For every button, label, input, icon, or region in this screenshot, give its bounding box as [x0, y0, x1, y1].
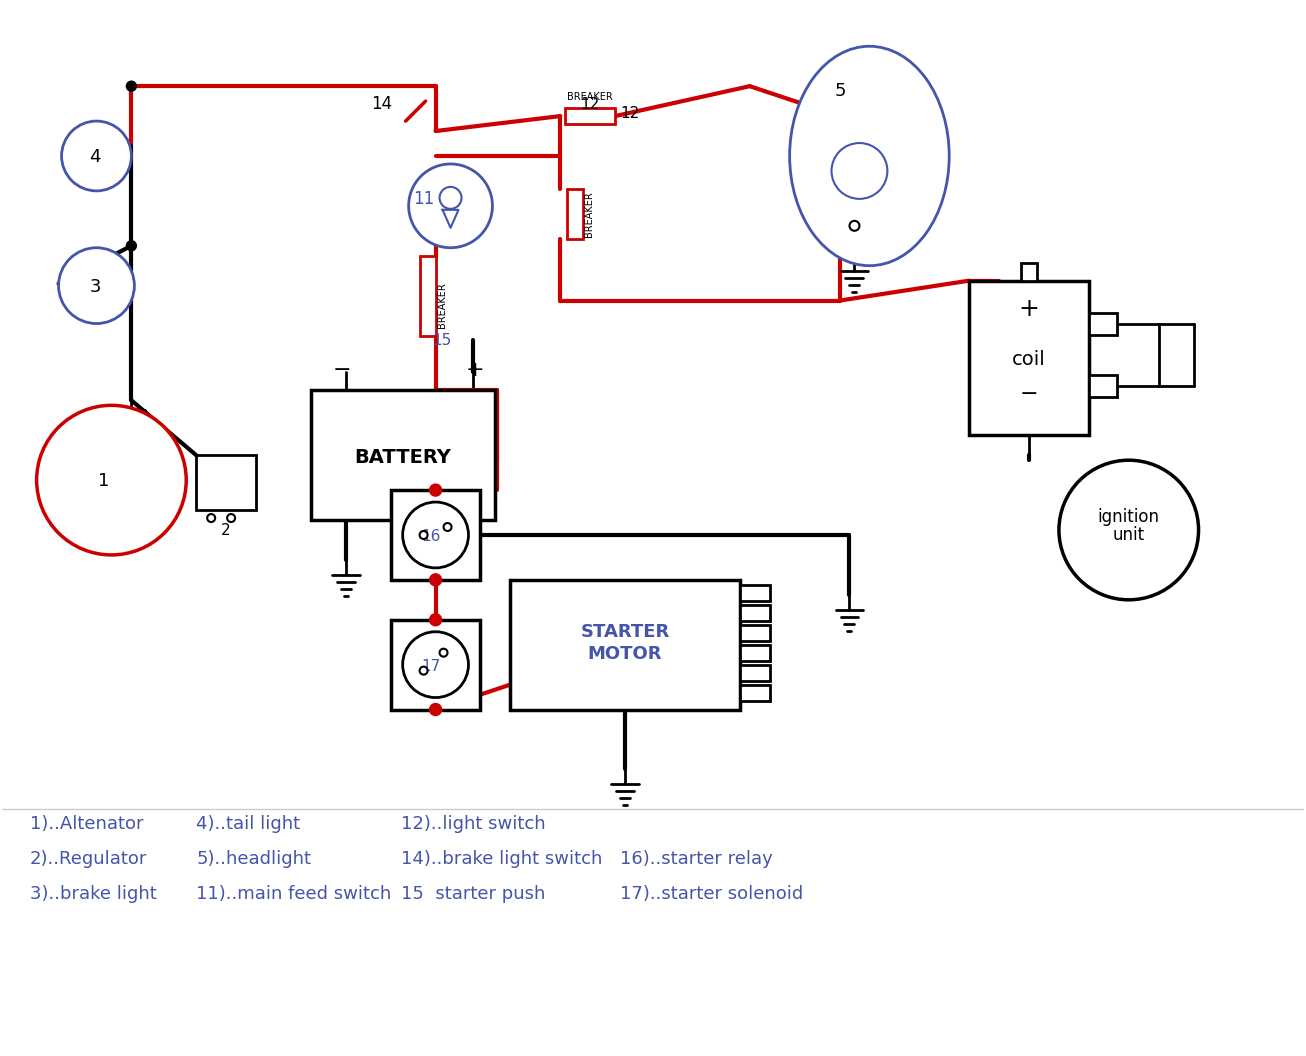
Circle shape [402, 502, 469, 568]
Text: MOTOR: MOTOR [588, 644, 662, 663]
Bar [739, 645, 769, 661]
Circle shape [59, 248, 135, 323]
Circle shape [430, 614, 441, 626]
Circle shape [127, 241, 136, 250]
Text: 15  starter push: 15 starter push [401, 885, 545, 903]
Bar [390, 620, 481, 710]
Text: BREAKER: BREAKER [584, 191, 594, 237]
Bar [565, 108, 615, 124]
Text: BREAKER: BREAKER [567, 92, 613, 102]
Text: 3)..brake light: 3)..brake light [30, 885, 157, 903]
Text: 16: 16 [421, 529, 440, 544]
Bar [1089, 313, 1117, 335]
Bar [390, 490, 481, 580]
Text: STARTER: STARTER [580, 623, 670, 641]
Circle shape [402, 631, 469, 698]
Bar [1021, 263, 1037, 281]
Ellipse shape [790, 46, 949, 266]
Circle shape [37, 406, 187, 555]
Circle shape [430, 703, 441, 716]
Text: −: − [1020, 384, 1038, 404]
Text: ignition: ignition [1098, 508, 1160, 526]
Circle shape [444, 523, 452, 531]
Text: 2: 2 [221, 523, 231, 538]
Text: 1)..Altenator: 1)..Altenator [30, 815, 144, 833]
Text: 4)..tail light: 4)..tail light [196, 815, 300, 833]
Text: 14: 14 [371, 95, 392, 113]
Text: BREAKER: BREAKER [436, 283, 447, 328]
Circle shape [227, 514, 235, 522]
Text: 11)..main feed switch: 11)..main feed switch [196, 885, 392, 903]
Text: BATTERY: BATTERY [354, 448, 451, 467]
Text: 11: 11 [413, 190, 434, 208]
Circle shape [849, 221, 859, 231]
Text: 12: 12 [580, 97, 599, 112]
Circle shape [127, 81, 136, 91]
Text: coil: coil [1012, 351, 1046, 370]
Text: 1: 1 [98, 472, 110, 490]
Bar [419, 256, 436, 336]
Text: +: + [465, 360, 485, 380]
Bar [969, 281, 1089, 435]
Bar [739, 605, 769, 621]
Bar [511, 580, 739, 710]
Bar [739, 625, 769, 641]
Bar [739, 664, 769, 681]
Circle shape [61, 121, 132, 191]
Text: 5: 5 [835, 82, 846, 100]
Circle shape [208, 514, 215, 522]
Circle shape [419, 666, 427, 675]
Text: 16)..starter relay: 16)..starter relay [620, 850, 773, 868]
Bar [196, 455, 256, 510]
Text: unit: unit [1113, 526, 1145, 544]
Circle shape [832, 143, 887, 199]
Polygon shape [443, 210, 458, 228]
Circle shape [440, 648, 448, 657]
Text: +: + [1019, 297, 1040, 321]
Text: 5)..headlight: 5)..headlight [196, 850, 311, 868]
Text: 17)..starter solenoid: 17)..starter solenoid [620, 885, 803, 903]
Circle shape [430, 484, 441, 496]
Bar [739, 684, 769, 700]
Text: 14)..brake light switch: 14)..brake light switch [401, 850, 602, 868]
Text: 12: 12 [620, 106, 640, 121]
Bar [567, 189, 584, 239]
Circle shape [440, 187, 461, 209]
Text: 12)..light switch: 12)..light switch [401, 815, 546, 833]
Bar [311, 391, 495, 520]
Circle shape [409, 164, 492, 248]
Bar [1089, 375, 1117, 397]
Bar [739, 585, 769, 601]
Text: 3: 3 [90, 278, 101, 296]
Text: 15: 15 [432, 334, 452, 348]
Text: 2)..Regulator: 2)..Regulator [30, 850, 148, 868]
Circle shape [419, 531, 427, 539]
Circle shape [1059, 460, 1199, 600]
Text: 17: 17 [421, 659, 440, 674]
Circle shape [430, 573, 441, 586]
Text: 4: 4 [90, 148, 101, 166]
Text: −: − [333, 360, 351, 380]
